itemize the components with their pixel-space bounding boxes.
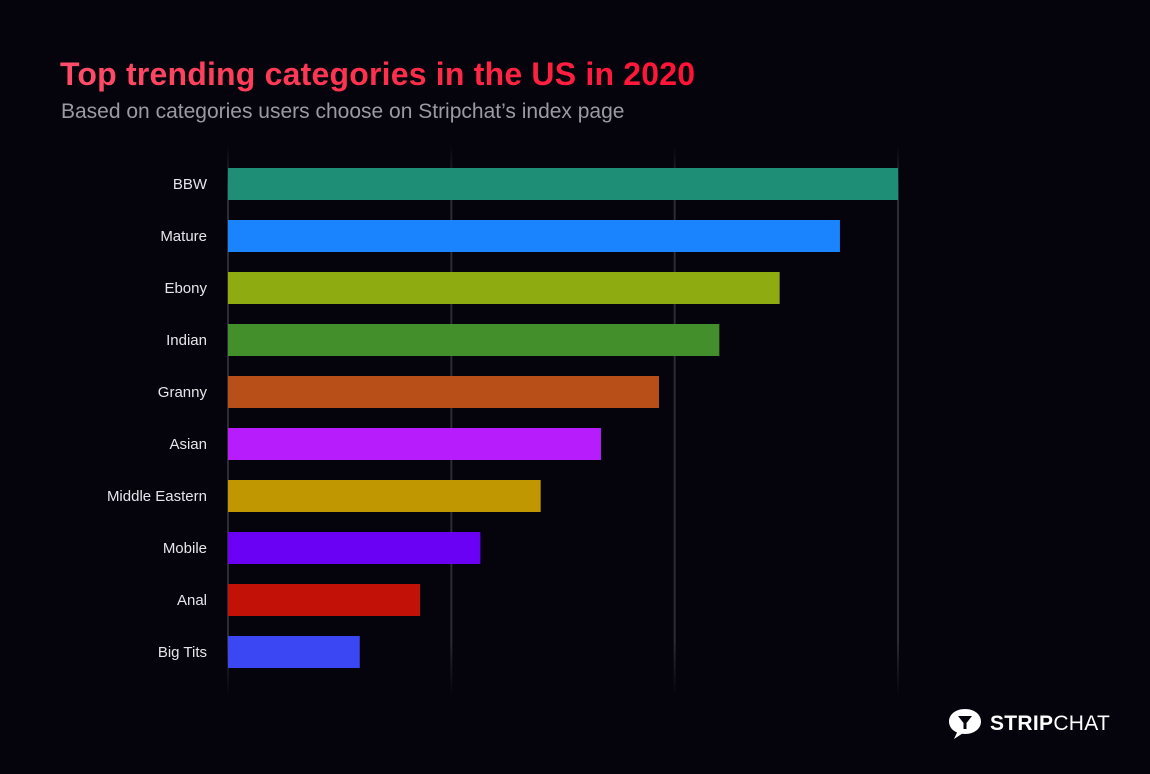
bar-asian — [228, 428, 601, 460]
bar-indian — [228, 324, 720, 356]
logo-wordmark: STRIPCHAT — [990, 712, 1110, 736]
category-label: Mobile — [163, 540, 207, 557]
category-label: Anal — [177, 592, 207, 609]
bar-mature — [228, 220, 840, 252]
category-label: Big Tits — [158, 644, 207, 661]
category-label: Ebony — [164, 280, 207, 297]
bar-ebony — [228, 272, 780, 304]
category-label: Middle Eastern — [107, 488, 207, 505]
gridline — [673, 145, 676, 695]
bar-granny — [228, 376, 660, 408]
bar-middle-eastern — [228, 480, 541, 512]
bars — [228, 168, 898, 668]
logo-bold: STRIP — [990, 712, 1054, 735]
bar-mobile — [228, 532, 481, 564]
bar-anal — [228, 584, 421, 616]
category-label: Asian — [169, 436, 207, 453]
gridline — [450, 145, 453, 695]
bar-big-tits — [228, 636, 360, 668]
gridlines — [227, 145, 899, 695]
chart-title: Top trending categories in the US in 202… — [60, 56, 696, 92]
category-label: BBW — [173, 176, 208, 193]
category-label: Granny — [158, 384, 208, 401]
chart-subtitle: Based on categories users choose on Stri… — [61, 100, 625, 123]
category-label: Indian — [166, 332, 207, 349]
category-labels: BBW Mature Ebony Indian Granny Asian Middle Ea… — [107, 176, 208, 661]
gridline — [897, 145, 899, 695]
stripchat-logo: STRIPCHAT — [948, 708, 1110, 740]
chat-bubble-cocktail-icon — [949, 709, 981, 739]
gridline — [227, 145, 229, 695]
bar-bbw — [228, 168, 898, 200]
logo-light: CHAT — [1053, 712, 1111, 735]
category-label: Mature — [160, 228, 207, 245]
